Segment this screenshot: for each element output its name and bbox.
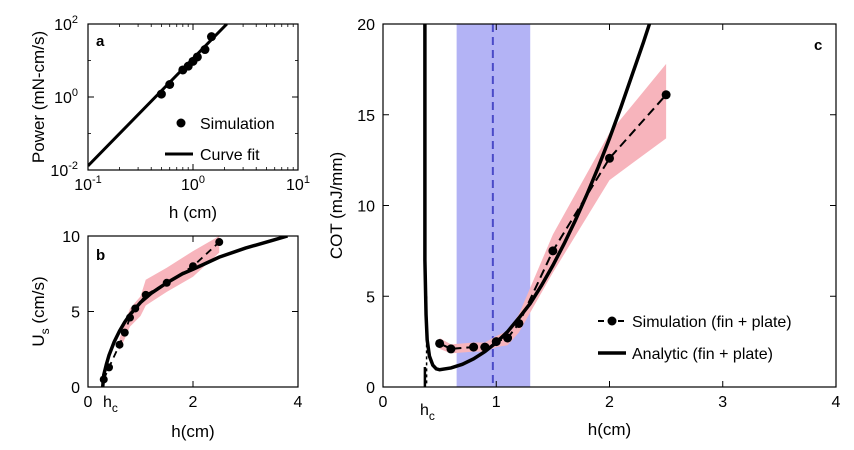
panel-a-xtick-base: 10 xyxy=(181,177,199,194)
panel-b-xtick-label: 4 xyxy=(294,394,303,411)
simulation-point xyxy=(115,340,124,349)
simulation-line xyxy=(102,241,220,380)
panel-a-legend: Simulation Curve fit xyxy=(165,116,275,164)
panel-a-ytick-exp: -2 xyxy=(68,160,78,172)
simulation-point xyxy=(131,304,140,313)
simulation-point xyxy=(446,344,456,354)
panel-c-ytick-label: 5 xyxy=(366,289,375,306)
simulation-point xyxy=(206,32,216,42)
panel-c-xtick-label: 1 xyxy=(492,394,501,411)
ylabel-base: U xyxy=(29,334,48,346)
simulation-point xyxy=(661,90,671,100)
legend-curve-fit-label: Curve fit xyxy=(200,147,260,164)
panel-b: 0 2 4 0 5 10 b hc h(cm) Us (cm/s) xyxy=(29,229,303,441)
simulation-point xyxy=(435,338,445,348)
simulation-point xyxy=(469,342,479,352)
legend-simulation-label: Simulation xyxy=(200,116,275,133)
panel-a-xlabel: h (cm) xyxy=(169,203,217,222)
panel-b-plot xyxy=(99,236,288,387)
hc-base: h xyxy=(420,402,429,419)
simulation-point xyxy=(141,290,150,299)
legend-simulation-marker xyxy=(607,316,617,326)
simulation-point xyxy=(162,278,171,287)
ylabel-sub: s xyxy=(38,328,52,334)
panel-a-xtick-base: 10 xyxy=(286,177,304,194)
panel-a-xtick-exp: 1 xyxy=(304,174,310,186)
simulation-point xyxy=(165,80,175,90)
legend-analytic-label: Analytic (fin + plate) xyxy=(632,346,773,363)
panel-a-plot xyxy=(88,24,228,167)
panel-a-xtick-exp: 0 xyxy=(199,174,205,186)
simulation-point xyxy=(105,363,113,372)
panel-c-plot xyxy=(423,24,671,387)
simulation-point xyxy=(189,262,197,271)
panel-a-xtick-exp: -1 xyxy=(92,174,102,186)
hc-sub: c xyxy=(429,409,435,423)
panel-a-ytick-label: 102 xyxy=(54,14,78,34)
panel-a-ytick-label: 10-2 xyxy=(50,160,78,180)
panel-a-ytick-base: 10 xyxy=(54,90,72,107)
panel-c-ytick-label: 10 xyxy=(357,199,375,216)
simulation-point xyxy=(548,246,558,256)
ylabel-unit: (cm/s) xyxy=(29,276,48,328)
panel-c-ytick-label: 0 xyxy=(366,380,375,397)
legend-simulation-label: Simulation (fin + plate) xyxy=(632,314,792,331)
panel-b-xtick-label: 0 xyxy=(84,394,93,411)
panel-a-ytick-label: 100 xyxy=(54,87,78,107)
panel-c-xlabel: h(cm) xyxy=(588,420,631,439)
panel-b-ytick-label: 0 xyxy=(71,380,80,397)
simulation-point xyxy=(605,153,614,163)
panel-c-hc-label: hc xyxy=(420,402,435,423)
panel-b-ytick-label: 5 xyxy=(71,305,80,322)
simulation-point xyxy=(156,89,166,99)
hc-base: h xyxy=(103,394,112,411)
panel-c-ytick-label: 20 xyxy=(357,17,375,34)
panel-a-ytick-base: 10 xyxy=(54,17,72,34)
panel-label-c: c xyxy=(814,37,822,54)
simulation-point xyxy=(120,328,129,337)
simulation-point xyxy=(126,313,134,322)
panel-a-xtick-label: 10-1 xyxy=(74,174,102,194)
panel-b-ylabel: Us (cm/s) xyxy=(29,276,52,346)
simulation-band xyxy=(119,236,220,351)
panel-a-ytick-exp: 0 xyxy=(72,87,78,99)
panel-a-xtick-label: 101 xyxy=(286,174,310,194)
simulation-point xyxy=(503,333,513,343)
panel-c-legend: Simulation (fin + plate) Analytic (fin + … xyxy=(598,314,792,363)
simulation-point xyxy=(192,52,202,62)
hc-sub: c xyxy=(112,401,118,415)
simulation-point xyxy=(99,375,108,384)
analytic-curve xyxy=(423,24,652,372)
panel-b-xtick-label: 2 xyxy=(189,394,198,411)
panel-a-frame xyxy=(87,23,299,171)
panel-a-xtick-label: 100 xyxy=(181,174,205,194)
panel-c-ytick-label: 15 xyxy=(357,108,375,125)
panel-a-ytick-exp: 2 xyxy=(72,14,78,26)
simulation-point xyxy=(480,342,490,352)
panel-a-xtick-base: 10 xyxy=(74,177,92,194)
simulation-point xyxy=(514,318,524,328)
simulation-point xyxy=(200,45,210,55)
panel-c-xtick-label: 4 xyxy=(832,394,841,411)
panel-label-b: b xyxy=(96,247,105,264)
panel-b-xlabel: h(cm) xyxy=(171,422,214,441)
simulation-point xyxy=(215,238,224,247)
panel-label-a: a xyxy=(96,33,105,50)
panel-c-ylabel: COT (mJ/mm) xyxy=(327,152,346,259)
simulation-point xyxy=(491,337,501,347)
panel-c-xtick-label: 2 xyxy=(605,394,614,411)
panel-c-xtick-label: 3 xyxy=(718,394,727,411)
legend-simulation-marker xyxy=(176,118,186,128)
panel-a-ylabel: Power (mN-cm/s) xyxy=(29,31,48,163)
panel-c-xtick-label: 0 xyxy=(379,394,388,411)
panel-b-hc-label: hc xyxy=(103,394,118,415)
panel-c-frame xyxy=(382,23,837,388)
panel-a-ytick-base: 10 xyxy=(50,163,68,180)
panel-b-ytick-label: 10 xyxy=(62,229,80,246)
